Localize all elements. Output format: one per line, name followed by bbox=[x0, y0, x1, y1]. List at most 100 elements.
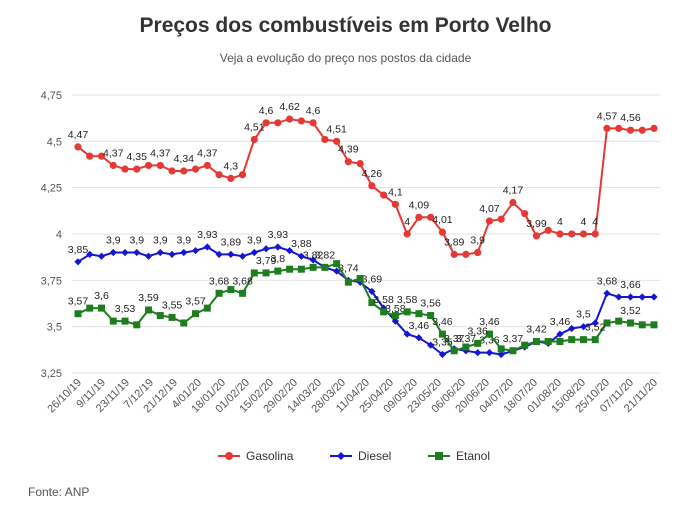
data-point bbox=[227, 286, 235, 294]
data-point bbox=[474, 349, 482, 357]
data-label: 4,47 bbox=[68, 129, 89, 141]
data-point bbox=[450, 250, 458, 258]
y-tick-label: 4,5 bbox=[47, 136, 62, 148]
data-point bbox=[591, 336, 599, 344]
data-label: 4,1 bbox=[388, 186, 403, 198]
data-label: 3,59 bbox=[138, 292, 159, 304]
data-point bbox=[297, 265, 305, 273]
data-point bbox=[274, 243, 282, 251]
data-point bbox=[380, 308, 388, 316]
data-label: 4,6 bbox=[306, 105, 321, 117]
data-point bbox=[368, 182, 376, 190]
data-label: 3,42 bbox=[526, 323, 547, 335]
y-tick-label: 4,25 bbox=[41, 183, 62, 195]
data-point bbox=[556, 330, 564, 338]
data-point bbox=[615, 124, 623, 132]
data-label: 3,35 bbox=[432, 336, 453, 348]
data-label: 3,52 bbox=[620, 305, 641, 317]
data-point bbox=[168, 313, 176, 321]
data-point bbox=[262, 269, 270, 277]
data-point bbox=[238, 252, 247, 260]
data-point bbox=[544, 337, 552, 345]
y-tick-label: 4,75 bbox=[41, 90, 62, 102]
data-point bbox=[380, 304, 388, 312]
data-point bbox=[133, 165, 141, 173]
data-point bbox=[133, 248, 141, 257]
data-label: 3,68 bbox=[209, 275, 230, 287]
legend-label: Etanol bbox=[456, 449, 490, 463]
data-label: 3,88 bbox=[291, 238, 312, 250]
data-label: 3,69 bbox=[362, 273, 383, 285]
data-label: 3,57 bbox=[68, 296, 89, 308]
data-point bbox=[579, 323, 588, 331]
data-point bbox=[650, 321, 658, 329]
data-point bbox=[415, 334, 423, 342]
data-point bbox=[638, 126, 646, 134]
data-point bbox=[309, 256, 317, 264]
data-label: 4,51 bbox=[326, 123, 347, 135]
data-point bbox=[497, 350, 505, 359]
data-point bbox=[556, 230, 564, 238]
data-point bbox=[285, 247, 294, 255]
data-point bbox=[274, 267, 282, 275]
data-point bbox=[239, 289, 247, 297]
data-point bbox=[180, 248, 188, 257]
data-point bbox=[591, 230, 599, 238]
data-point bbox=[97, 152, 106, 160]
data-point bbox=[203, 304, 211, 312]
data-point bbox=[626, 319, 634, 327]
data-point bbox=[250, 135, 258, 144]
data-label: 3,6 bbox=[94, 290, 109, 302]
data-label: 4 bbox=[592, 216, 598, 228]
data-point bbox=[285, 115, 294, 123]
data-label: 4,26 bbox=[362, 168, 383, 180]
data-point bbox=[180, 319, 188, 327]
data-label: 3,68 bbox=[597, 275, 618, 287]
data-label: 4 bbox=[581, 216, 587, 228]
data-point bbox=[191, 247, 200, 255]
data-point bbox=[203, 243, 211, 251]
data-label: 4,35 bbox=[127, 151, 148, 163]
data-point bbox=[650, 293, 658, 301]
data-label: 3,46 bbox=[550, 316, 571, 328]
data-label: 3,68 bbox=[232, 275, 253, 287]
data-label: 3,9 bbox=[153, 235, 168, 247]
data-point bbox=[121, 165, 129, 173]
data-point bbox=[427, 341, 435, 349]
data-point bbox=[603, 289, 611, 297]
data-point bbox=[403, 230, 411, 238]
data-label: 4,17 bbox=[503, 184, 524, 196]
data-point bbox=[333, 267, 341, 275]
data-label: 4,62 bbox=[279, 101, 300, 113]
data-label: 3,37 bbox=[456, 333, 477, 345]
data-point bbox=[180, 167, 188, 175]
data-point bbox=[121, 317, 129, 325]
data-point bbox=[427, 213, 435, 221]
data-label: 3,46 bbox=[432, 316, 453, 328]
data-point bbox=[462, 347, 470, 355]
data-point bbox=[309, 263, 317, 271]
data-point bbox=[450, 347, 458, 355]
data-label: 3,58 bbox=[385, 303, 406, 315]
data-point bbox=[579, 230, 588, 238]
data-point bbox=[579, 336, 587, 344]
data-point bbox=[297, 252, 305, 260]
data-label: 3,58 bbox=[373, 294, 394, 306]
data-label: 3,82 bbox=[315, 249, 336, 261]
data-point bbox=[250, 269, 258, 277]
data-point bbox=[532, 337, 540, 345]
data-point bbox=[74, 258, 82, 266]
chart-subtitle: Veja a evolução do preço nos postos da c… bbox=[219, 51, 472, 65]
data-point bbox=[227, 174, 235, 182]
data-point bbox=[415, 213, 423, 221]
data-point bbox=[462, 250, 470, 258]
data-label: 3,74 bbox=[338, 262, 359, 274]
data-label: 4 bbox=[557, 216, 563, 228]
data-point bbox=[485, 330, 493, 338]
data-label: 4,37 bbox=[103, 147, 124, 159]
data-point bbox=[638, 321, 646, 329]
data-point bbox=[74, 310, 82, 318]
data-point bbox=[297, 117, 305, 125]
y-tick-label: 3,25 bbox=[41, 368, 62, 380]
